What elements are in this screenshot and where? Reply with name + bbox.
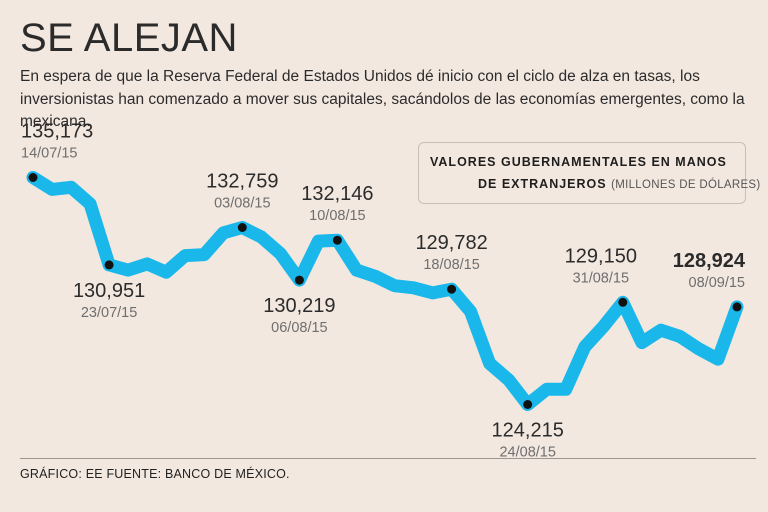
data-point-marker [732, 302, 742, 312]
data-label-value: 129,150 [565, 245, 637, 267]
data-label-date: 03/08/15 [214, 196, 270, 212]
data-label-value: 128,924 [673, 250, 746, 272]
data-label-date: 10/08/15 [309, 208, 365, 224]
data-point-marker [294, 275, 304, 285]
data-label-date: 18/08/15 [423, 257, 479, 273]
legend-box [418, 142, 746, 204]
data-label-value: 129,782 [415, 232, 487, 254]
data-point-marker [28, 173, 38, 182]
chart-title: SE ALEJAN [20, 16, 238, 60]
data-point-marker [523, 400, 533, 409]
data-label-value: 130,951 [73, 280, 145, 302]
legend-title-line2-text: DE EXTRANJEROS [478, 177, 607, 191]
data-label-date: 08/09/15 [689, 275, 745, 291]
data-point-marker [618, 297, 628, 307]
data-label-value: 135,173 [21, 121, 93, 143]
data-label-value: 130,219 [263, 295, 335, 317]
data-label-date: 31/08/15 [573, 270, 629, 286]
data-point-marker [447, 284, 457, 294]
data-label-value: 132,146 [301, 183, 373, 205]
footer-credit: GRÁFICO: EE FUENTE: BANCO DE MÉXICO. [20, 467, 290, 481]
legend-title-line1: VALORES GUBERNAMENTALES EN MANOS [430, 155, 727, 169]
data-label-date: 24/08/15 [499, 445, 555, 461]
data-label-value: 132,759 [206, 171, 278, 193]
chart-subtitle: En espera de que la Reserva Federal de E… [20, 68, 745, 130]
data-label-date: 23/07/15 [81, 305, 137, 321]
legend-units: (MILLONES DE DÓLARES) [611, 179, 761, 191]
data-label-value: 124,215 [492, 420, 564, 442]
data-point-marker [237, 223, 247, 232]
series-line [26, 171, 744, 411]
legend-title-line2: DE EXTRANJEROS (MILLONES DE DÓLARES) [478, 177, 761, 191]
data-point-marker [332, 235, 342, 245]
data-label-date: 06/08/15 [271, 320, 327, 336]
footer-divider [20, 458, 756, 459]
data-label-date: 14/07/15 [21, 146, 77, 162]
data-point-marker [104, 260, 114, 270]
